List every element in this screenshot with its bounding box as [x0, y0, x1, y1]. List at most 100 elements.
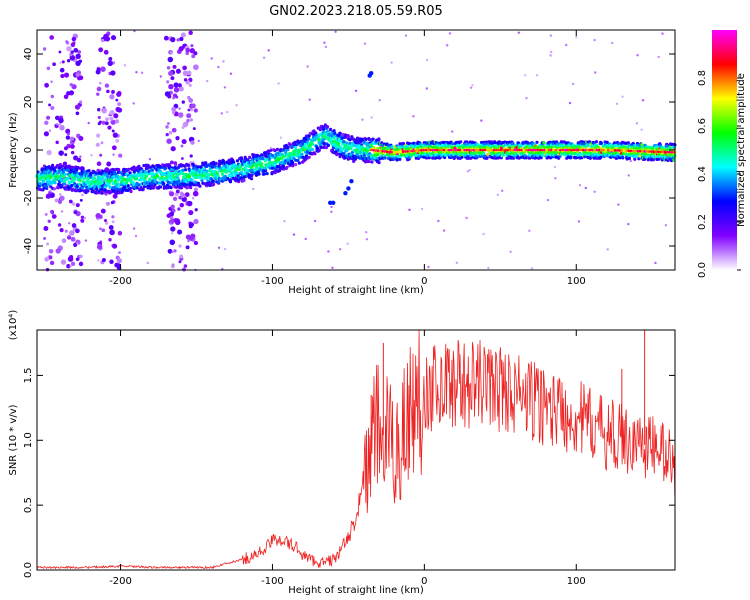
- heatmap-cell: [463, 148, 466, 152]
- heatmap-cell: [170, 204, 175, 209]
- heatmap-cell: [110, 178, 114, 182]
- heatmap-cell: [436, 148, 439, 152]
- heatmap-cell: [167, 94, 172, 99]
- heatmap-cell: [81, 193, 84, 197]
- heatmap-cell: [242, 172, 246, 176]
- heatmap-cell: [376, 149, 380, 152]
- heatmap-cell: [96, 86, 102, 92]
- heatmap-cell: [106, 161, 112, 167]
- heatmap-cell: [112, 193, 118, 199]
- heatmap-cell: [64, 229, 68, 233]
- heatmap-cell: [71, 202, 76, 206]
- heatmap-cell: [401, 141, 405, 146]
- heatmap-cell: [493, 141, 497, 145]
- heatmap-cell: [599, 155, 603, 159]
- heatmap-cell: [168, 131, 173, 135]
- heatmap-cell: [115, 98, 119, 102]
- heatmap-cell: [99, 153, 103, 157]
- heatmap-cell: [42, 186, 46, 190]
- heatmap-cell: [542, 141, 546, 145]
- heatmap-cell: [95, 142, 100, 147]
- heatmap-cell: [311, 147, 315, 152]
- heatmap-cell: [265, 157, 269, 161]
- heatmap-cell: [180, 192, 186, 198]
- heatmap-cell: [593, 148, 596, 152]
- heatmap-cell: [162, 182, 166, 186]
- heatmap-cell: [177, 112, 184, 118]
- heatmap-cell: [49, 260, 55, 266]
- heatmap-cell: [277, 158, 281, 162]
- heatmap-cell: [84, 239, 88, 242]
- heatmap-cell: [579, 148, 583, 152]
- heatmap-cell: [190, 179, 194, 183]
- heatmap-cell: [112, 153, 115, 156]
- heatmap-cell: [66, 59, 71, 63]
- heatmap-cell: [200, 176, 204, 180]
- heatmap-cell: [58, 123, 62, 126]
- heatmap-cell: [189, 48, 195, 54]
- heatmap-cell: [410, 149, 414, 153]
- heatmap-cell: [657, 157, 661, 161]
- heatmap-cell: [244, 164, 248, 168]
- heatmap-cell: [486, 153, 490, 157]
- heatmap-cell: [449, 148, 453, 152]
- heatmap-cell: [569, 155, 573, 159]
- heatmap-cell: [173, 82, 179, 88]
- heatmap-cell: [636, 54, 639, 57]
- heatmap-cell: [446, 44, 449, 47]
- heatmap-cell: [50, 80, 53, 83]
- heatmap-cell: [171, 127, 177, 133]
- heatmap-cell: [114, 187, 118, 191]
- heatmap-cell: [97, 259, 100, 262]
- heatmap-cell: [633, 157, 637, 161]
- heatmap-cell: [645, 150, 649, 153]
- heatmap-cell: [578, 184, 582, 187]
- heatmap-cell: [349, 179, 354, 184]
- heatmap-cell: [380, 141, 384, 145]
- heatmap-cell: [549, 148, 553, 152]
- heatmap-cell: [58, 199, 62, 204]
- x-tick-label: 100: [567, 276, 586, 287]
- heatmap-cell: [470, 148, 473, 152]
- heatmap-cell: [106, 169, 110, 173]
- heatmap-cell: [552, 148, 555, 152]
- heatmap-cell: [67, 234, 71, 237]
- heatmap-cell: [66, 165, 70, 169]
- heatmap-cell: [226, 110, 229, 114]
- heatmap-cell: [490, 141, 494, 145]
- heatmap-cell: [211, 179, 215, 183]
- heatmap-cell: [427, 265, 430, 269]
- heatmap-cell: [135, 186, 139, 190]
- heatmap-cell: [92, 176, 96, 180]
- heatmap-cell: [634, 154, 639, 158]
- heatmap-cell: [627, 149, 630, 153]
- heatmap-cell: [45, 185, 49, 189]
- heatmap-cell: [159, 185, 163, 189]
- heatmap-cell: [469, 156, 473, 160]
- heatmap-cell: [79, 198, 83, 202]
- heatmap-cell: [59, 67, 65, 73]
- heatmap-cell: [467, 148, 471, 152]
- heatmap-cell: [317, 133, 321, 137]
- heatmap-cell: [117, 230, 123, 236]
- heatmap-cell: [342, 140, 346, 144]
- heatmap-cell: [250, 177, 254, 181]
- heatmap-cell: [127, 167, 131, 171]
- heatmap-cell: [229, 72, 233, 75]
- heatmap-cell: [52, 187, 57, 191]
- heatmap-cell: [69, 230, 75, 236]
- heatmap-cell: [168, 70, 174, 76]
- heatmap-cell: [140, 71, 144, 74]
- heatmap-cell: [600, 148, 603, 152]
- heatmap-cell: [458, 148, 462, 152]
- heatmap-cell: [663, 155, 667, 159]
- heatmap-cell: [178, 46, 184, 52]
- heatmap-cell: [181, 168, 185, 172]
- heatmap-cell: [117, 167, 121, 172]
- heatmap-cell: [661, 150, 665, 154]
- x-tick-label: -200: [109, 276, 132, 287]
- heatmap-cell: [115, 139, 120, 143]
- heatmap-cell: [107, 125, 112, 130]
- heatmap-cell: [504, 148, 507, 152]
